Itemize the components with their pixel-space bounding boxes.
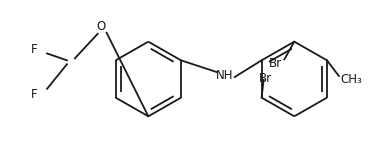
Text: O: O <box>96 20 105 33</box>
Text: Br: Br <box>259 72 272 85</box>
Text: F: F <box>30 88 37 101</box>
Text: F: F <box>30 43 37 56</box>
Text: NH: NH <box>216 69 233 82</box>
Text: Br: Br <box>269 57 282 70</box>
Text: CH₃: CH₃ <box>341 73 362 87</box>
